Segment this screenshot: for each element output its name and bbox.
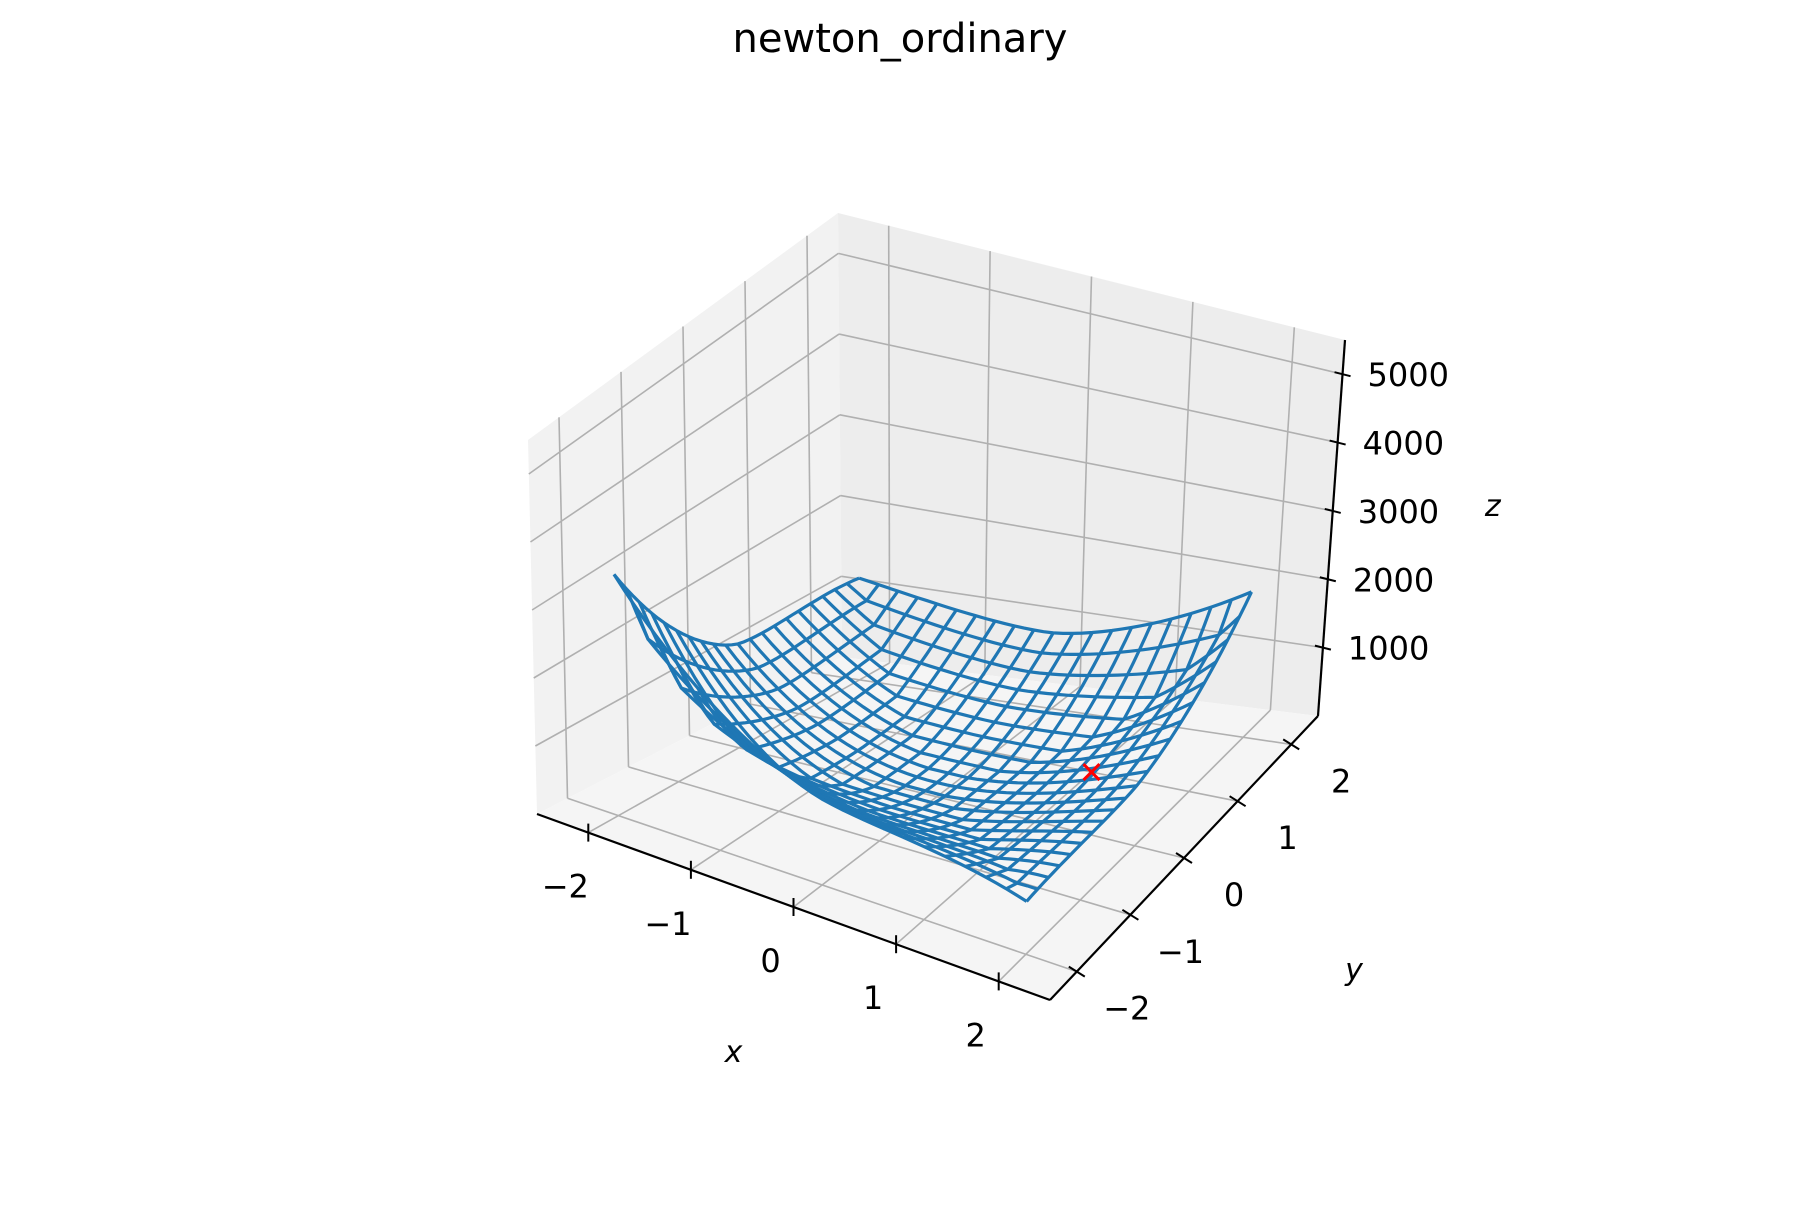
y-axis-label: y xyxy=(1344,953,1364,988)
surface-line-x xyxy=(883,629,1114,834)
grid-line xyxy=(887,225,891,663)
grid-line xyxy=(744,281,752,705)
z-axis-label: z xyxy=(1484,489,1502,524)
grid-line xyxy=(838,333,1338,444)
tick-mark xyxy=(1229,795,1247,808)
grid-line xyxy=(528,252,839,475)
surface-line-x xyxy=(675,596,919,726)
tick-mark xyxy=(1329,439,1346,446)
surface-line-x xyxy=(1025,591,1253,903)
x-axis-label: x xyxy=(724,1035,743,1070)
z-tick-label: 5000 xyxy=(1368,356,1449,394)
surface-line-x xyxy=(841,632,1075,820)
y-tick-label: −2 xyxy=(1103,990,1150,1028)
z-tick-label: 1000 xyxy=(1348,630,1429,668)
grid-line xyxy=(840,494,1328,581)
z-tick-label: 2000 xyxy=(1353,561,1434,599)
grid-line xyxy=(628,766,1131,916)
surface-line-x xyxy=(903,626,1134,841)
z-axis-line xyxy=(1316,339,1347,717)
y-tick-label: 1 xyxy=(1277,819,1297,857)
marker-stroke xyxy=(1082,763,1101,782)
surface-line-x xyxy=(612,573,860,647)
grid-line xyxy=(567,797,1078,973)
surface-line-x xyxy=(985,606,1213,879)
tick-mark xyxy=(1324,507,1341,514)
x-tick-label: 1 xyxy=(863,979,883,1017)
minimum-marker xyxy=(1082,763,1101,782)
tick-mark xyxy=(1068,965,1086,978)
x-tick-label: −1 xyxy=(644,905,691,943)
surface-line-x xyxy=(821,632,1055,813)
grid-line xyxy=(1079,276,1093,687)
grid-line xyxy=(620,371,630,767)
z-tick-label: 3000 xyxy=(1358,493,1439,531)
grid-line xyxy=(533,494,841,679)
tick-mark xyxy=(1334,371,1351,378)
grid-line xyxy=(689,734,1185,859)
surface-line-x xyxy=(759,620,997,788)
y-tick-label: 0 xyxy=(1224,876,1244,914)
grid-line xyxy=(811,671,1292,746)
surface-line-x xyxy=(924,623,1153,849)
surface-wireframe xyxy=(612,573,1253,903)
surface-line-x xyxy=(717,609,958,769)
x-tick-label: 2 xyxy=(966,1016,986,1054)
x-tick-label: 0 xyxy=(760,942,780,980)
tick-mark xyxy=(1282,738,1300,751)
z-tick-label: 4000 xyxy=(1363,425,1444,463)
surface-line-x xyxy=(1005,599,1233,891)
surface-line-x xyxy=(779,625,1016,796)
x-tick-label: −2 xyxy=(542,868,589,906)
grid-line xyxy=(841,575,1324,649)
chart-title: newton_ordinary xyxy=(732,16,1068,62)
grid-line xyxy=(806,235,813,673)
y-tick-label: −1 xyxy=(1157,933,1204,971)
grid-line xyxy=(839,414,1333,512)
surface-line-x xyxy=(944,618,1173,858)
surface-line-x xyxy=(654,590,900,699)
surface-line-x xyxy=(862,631,1094,827)
tick-mark xyxy=(1175,852,1193,864)
grid-line xyxy=(531,414,841,611)
grid-line xyxy=(1174,301,1194,699)
tick-mark xyxy=(1319,576,1337,583)
axis-labels: x y z xyxy=(724,489,1502,1070)
grid-line xyxy=(558,417,569,799)
surface-line-x xyxy=(633,583,880,673)
tick-mark xyxy=(1121,908,1139,921)
surface-line-x xyxy=(800,629,1036,805)
grid-line xyxy=(530,333,840,543)
surface-line-x xyxy=(696,602,939,752)
grid-line xyxy=(838,252,1343,375)
grid-line xyxy=(984,251,991,675)
tick-mark xyxy=(1314,644,1332,651)
y-tick-label: 2 xyxy=(1331,762,1351,800)
grid-line xyxy=(1269,327,1296,711)
surface-line-x xyxy=(964,612,1193,868)
